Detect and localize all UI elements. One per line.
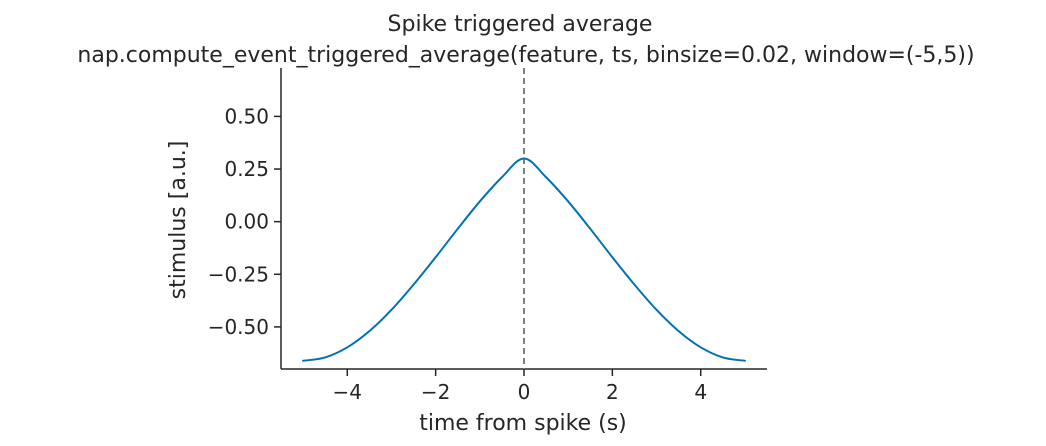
y-tick-label: 0.00 <box>224 210 269 234</box>
y-axis-label: stimulus [a.u.] <box>166 141 191 300</box>
plot-area: −4 −2 0 2 4 0.50 0.25 0.00 −0.25 −0.50 <box>208 68 767 404</box>
x-tick-label: 4 <box>694 380 707 404</box>
y-tick-label: 0.25 <box>224 157 269 181</box>
y-tick-label: −0.50 <box>208 315 269 339</box>
y-tick-label: −0.25 <box>208 262 269 286</box>
x-tick-label: −2 <box>421 380 450 404</box>
x-tick-label: −4 <box>333 380 362 404</box>
chart-subtitle: nap.compute_event_triggered_average(feat… <box>77 43 974 68</box>
chart-title: Spike triggered average <box>388 12 653 37</box>
y-tick-label: 0.50 <box>224 104 269 128</box>
x-tick-label: 2 <box>606 380 619 404</box>
x-axis-label: time from spike (s) <box>419 411 627 436</box>
x-tick-label: 0 <box>518 380 531 404</box>
series-line-0 <box>302 157 746 362</box>
